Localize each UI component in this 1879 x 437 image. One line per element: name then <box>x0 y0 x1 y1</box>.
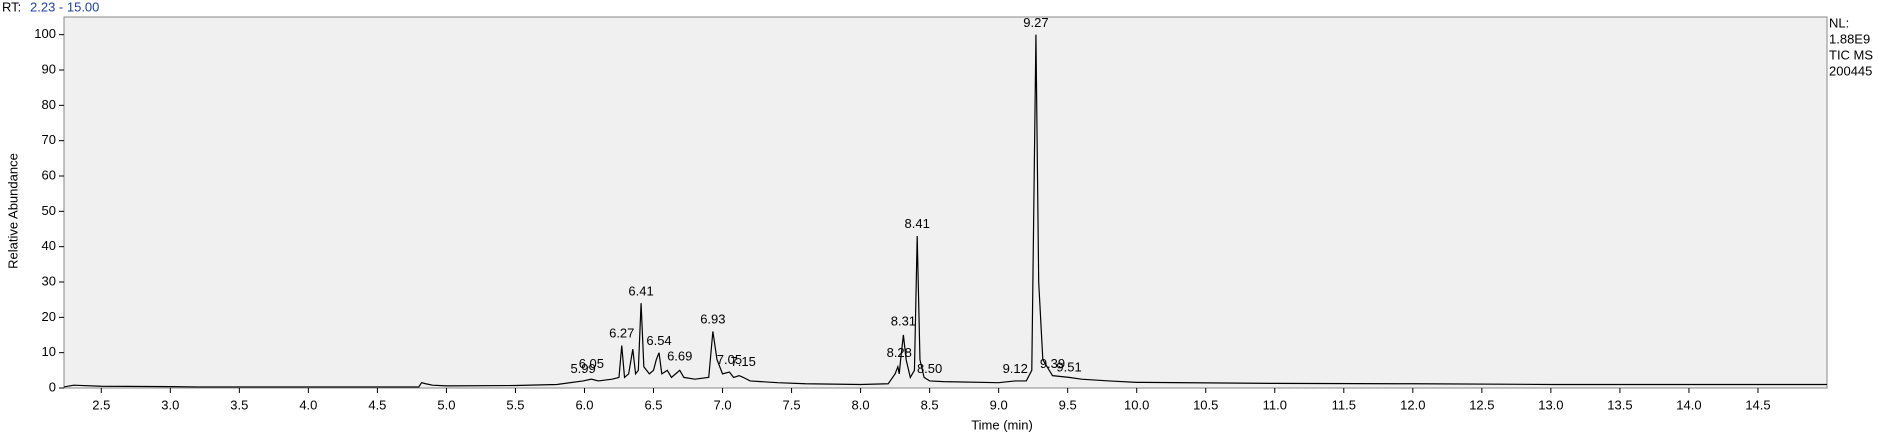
peak-label: 8.31 <box>891 313 916 328</box>
x-tick-label: 5.5 <box>506 397 524 412</box>
y-tick-label: 10 <box>42 344 56 359</box>
peak-label: 7.05 <box>717 352 742 367</box>
y-tick-label: 90 <box>42 61 56 76</box>
peak-label: 6.93 <box>700 312 725 327</box>
peak-label: 9.51 <box>1056 359 1081 374</box>
info-text: 1.88E9 <box>1829 31 1870 46</box>
y-tick-label: 100 <box>34 26 56 41</box>
chromatogram-line <box>63 34 1827 388</box>
info-text: NL: <box>1829 15 1849 30</box>
peak-label: 6.27 <box>609 326 634 341</box>
x-tick-label: 10.5 <box>1193 397 1218 412</box>
x-tick-label: 14.5 <box>1745 397 1770 412</box>
y-tick-label: 40 <box>42 238 56 253</box>
peak-label: 5.99 <box>570 361 595 376</box>
x-tick-label: 4.0 <box>299 397 317 412</box>
x-tick-label: 12.5 <box>1469 397 1494 412</box>
x-tick-label: 8.5 <box>921 397 939 412</box>
peak-label: 8.41 <box>905 216 930 231</box>
x-tick-label: 12.0 <box>1400 397 1425 412</box>
x-axis-title: Time (min) <box>971 417 1033 432</box>
peak-label: 6.54 <box>646 333 671 348</box>
peak-label: 9.27 <box>1023 15 1048 30</box>
x-tick-label: 2.5 <box>92 397 110 412</box>
peak-label: 6.69 <box>667 349 692 364</box>
x-tick-label: 11.5 <box>1332 397 1356 412</box>
y-tick-label: 20 <box>42 309 56 324</box>
y-tick-label: 70 <box>42 132 56 147</box>
peak-label: 9.39 <box>1040 356 1065 371</box>
y-tick-label: 0 <box>49 379 56 394</box>
x-tick-label: 13.5 <box>1607 397 1632 412</box>
x-tick-label: 8.0 <box>852 397 870 412</box>
info-text: 200445 <box>1829 63 1872 78</box>
y-tick-label: 80 <box>42 97 56 112</box>
peak-label: 7.15 <box>731 354 756 369</box>
x-tick-label: 3.5 <box>230 397 248 412</box>
x-tick-label: 7.0 <box>713 397 731 412</box>
x-tick-label: 10.0 <box>1124 397 1149 412</box>
x-tick-label: 9.0 <box>990 397 1008 412</box>
x-tick-label: 6.5 <box>644 397 662 412</box>
x-tick-label: 13.0 <box>1538 397 1563 412</box>
y-tick-label: 60 <box>42 167 56 182</box>
peak-label: 9.12 <box>1003 361 1028 376</box>
x-tick-label: 7.5 <box>783 397 801 412</box>
y-axis-title: Relative Abundance <box>5 153 20 269</box>
rt-label: RT: <box>2 0 21 14</box>
x-tick-label: 5.0 <box>437 397 455 412</box>
info-text: TIC MS <box>1829 47 1873 62</box>
x-tick-label: 9.5 <box>1059 397 1077 412</box>
peak-label: 8.50 <box>917 361 942 376</box>
rt-range: 2.23 - 15.00 <box>30 0 99 14</box>
x-tick-label: 14.0 <box>1676 397 1701 412</box>
x-tick-label: 11.0 <box>1263 397 1287 412</box>
peak-label: 8.28 <box>887 345 912 360</box>
x-tick-label: 6.0 <box>575 397 593 412</box>
peak-label: 6.05 <box>579 356 604 371</box>
x-tick-label: 4.5 <box>368 397 386 412</box>
y-tick-label: 30 <box>42 273 56 288</box>
x-tick-label: 3.0 <box>161 397 179 412</box>
plot-area <box>63 16 1828 389</box>
peak-label: 6.41 <box>628 283 653 298</box>
y-tick-label: 50 <box>42 203 56 218</box>
